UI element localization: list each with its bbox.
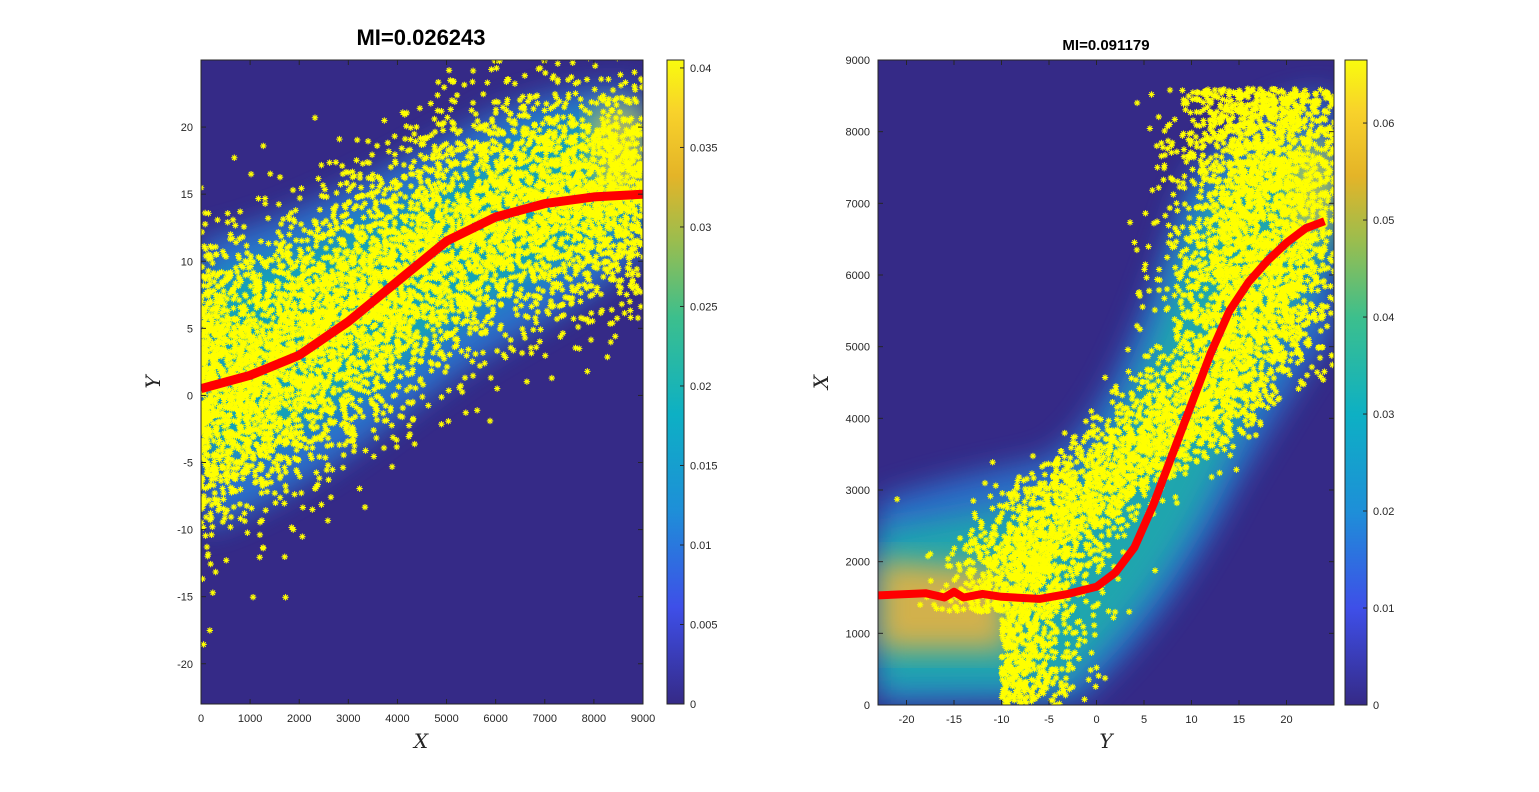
colorbar-tick-label: 0.05 xyxy=(1373,215,1394,227)
x-axis-ticks-1: 0 1000 2000 3000 4000 5000 6000 7000 8000 9000 xyxy=(198,60,655,725)
y-tick-label: 3000 xyxy=(846,485,870,497)
trend-line-2 xyxy=(878,217,1326,603)
chart-title-1: MI=0.026243 xyxy=(356,25,485,50)
heatmap-band-core-2 xyxy=(878,560,1010,650)
colorbar-tick-label: 0.03 xyxy=(1373,409,1394,421)
x-axis-label-2: Y xyxy=(1099,729,1114,753)
colorbar-tick-label: 0.035 xyxy=(690,142,718,154)
colorbar-tick-label: 0.01 xyxy=(1373,603,1394,615)
colorbar-tick-label: 0.005 xyxy=(690,619,718,631)
y-tick-label: 10 xyxy=(181,256,193,268)
x-tick-label: 8000 xyxy=(582,713,606,725)
x-tick-label: -5 xyxy=(1044,714,1054,726)
y-axis-label-1: Y xyxy=(141,374,165,389)
y-tick-label: 7000 xyxy=(846,198,870,210)
x-axis-ticks-2: -20 -15 -10 -5 0 5 10 15 20 xyxy=(899,60,1293,726)
y-tick-label: 9000 xyxy=(846,55,870,67)
x-tick-label: -10 xyxy=(994,714,1010,726)
colorbar-tick-label: 0.03 xyxy=(690,222,711,234)
colorbar-ticks-2: 0 0.01 0.02 0.03 0.04 0.05 0.06 xyxy=(1363,118,1394,712)
x-tick-label: 3000 xyxy=(336,713,360,725)
x-tick-label: 0 xyxy=(1093,714,1099,726)
x-tick-label: 2000 xyxy=(287,713,311,725)
y-tick-label: 8000 xyxy=(846,127,870,139)
colorbar-tick-label: 0 xyxy=(1373,700,1379,712)
colorbar-gradient-2 xyxy=(1344,59,1368,706)
x-tick-label: 20 xyxy=(1280,714,1292,726)
x-tick-label: -20 xyxy=(899,714,915,726)
trend-line-1 xyxy=(201,189,643,394)
y-tick-label: 4000 xyxy=(846,413,870,425)
y-tick-label: 6000 xyxy=(846,270,870,282)
colorbar-ticks-1: 0 0.005 0.01 0.015 0.02 0.025 0.03 0.035 0.04 xyxy=(680,63,718,711)
y-tick-label: -15 xyxy=(177,592,193,604)
colorbar-tick-label: 0.015 xyxy=(690,460,718,472)
x-tick-label: 0 xyxy=(198,713,204,725)
y-tick-label: 1000 xyxy=(846,628,870,640)
chart-1: 0 1000 2000 3000 4000 5000 6000 7000 8000 9000 20… xyxy=(141,25,718,753)
x-tick-label: 9000 xyxy=(631,713,655,725)
y-axis-ticks-2: 9000 8000 7000 6000 5000 4000 3000 2000 1000 0 xyxy=(846,55,1334,712)
colorbar-1: 0 0.005 0.01 0.015 0.02 0.025 0.03 0.035 0.04 xyxy=(666,59,718,711)
y-tick-label: -5 xyxy=(183,458,193,470)
colorbar-tick-label: 0.02 xyxy=(1373,506,1394,518)
x-axis-label-1: X xyxy=(412,729,429,753)
y-tick-label: 15 xyxy=(181,189,193,201)
y-tick-label: -10 xyxy=(177,525,193,537)
colorbar-2: 0 0.01 0.02 0.03 0.04 0.05 0.06 xyxy=(1344,59,1394,712)
colorbar-tick-label: 0.04 xyxy=(1373,312,1394,324)
colorbar-tick-label: 0.01 xyxy=(690,540,711,552)
plot-frame-1 xyxy=(200,59,644,705)
colorbar-tick-label: 0 xyxy=(690,699,696,711)
x-tick-label: 15 xyxy=(1233,714,1245,726)
x-tick-label: 10 xyxy=(1185,714,1197,726)
chart-title-2: MI=0.091179 xyxy=(1062,37,1149,54)
x-tick-label: 4000 xyxy=(385,713,409,725)
y-tick-label: -20 xyxy=(177,659,193,671)
x-tick-label: 5 xyxy=(1141,714,1147,726)
colorbar-tick-label: 0.025 xyxy=(690,301,718,313)
y-tick-label: 5 xyxy=(187,323,193,335)
colorbar-tick-label: 0.02 xyxy=(690,381,711,393)
y-tick-label: 20 xyxy=(181,122,193,134)
x-tick-label: 6000 xyxy=(483,713,507,725)
colorbar-tick-label: 0.04 xyxy=(690,63,711,75)
x-tick-label: 5000 xyxy=(434,713,458,725)
x-tick-label: -15 xyxy=(946,714,962,726)
colorbar-gradient-1 xyxy=(666,59,685,705)
y-tick-label: 0 xyxy=(864,700,870,712)
y-axis-ticks-1: 20 15 10 5 0 -5 -10 -15 -20 xyxy=(177,122,643,671)
chart-2: -20 -15 -10 -5 0 5 10 15 20 9000 8000 7000 6000 5000… xyxy=(809,37,1394,753)
x-tick-label: 1000 xyxy=(238,713,262,725)
plot-frame-2 xyxy=(877,59,1335,706)
colorbar-tick-label: 0.06 xyxy=(1373,118,1394,130)
y-tick-label: 5000 xyxy=(846,342,870,354)
y-axis-label-2: X xyxy=(809,374,833,391)
y-tick-label: 2000 xyxy=(846,557,870,569)
x-tick-label: 7000 xyxy=(533,713,557,725)
y-tick-label: 0 xyxy=(187,390,193,402)
